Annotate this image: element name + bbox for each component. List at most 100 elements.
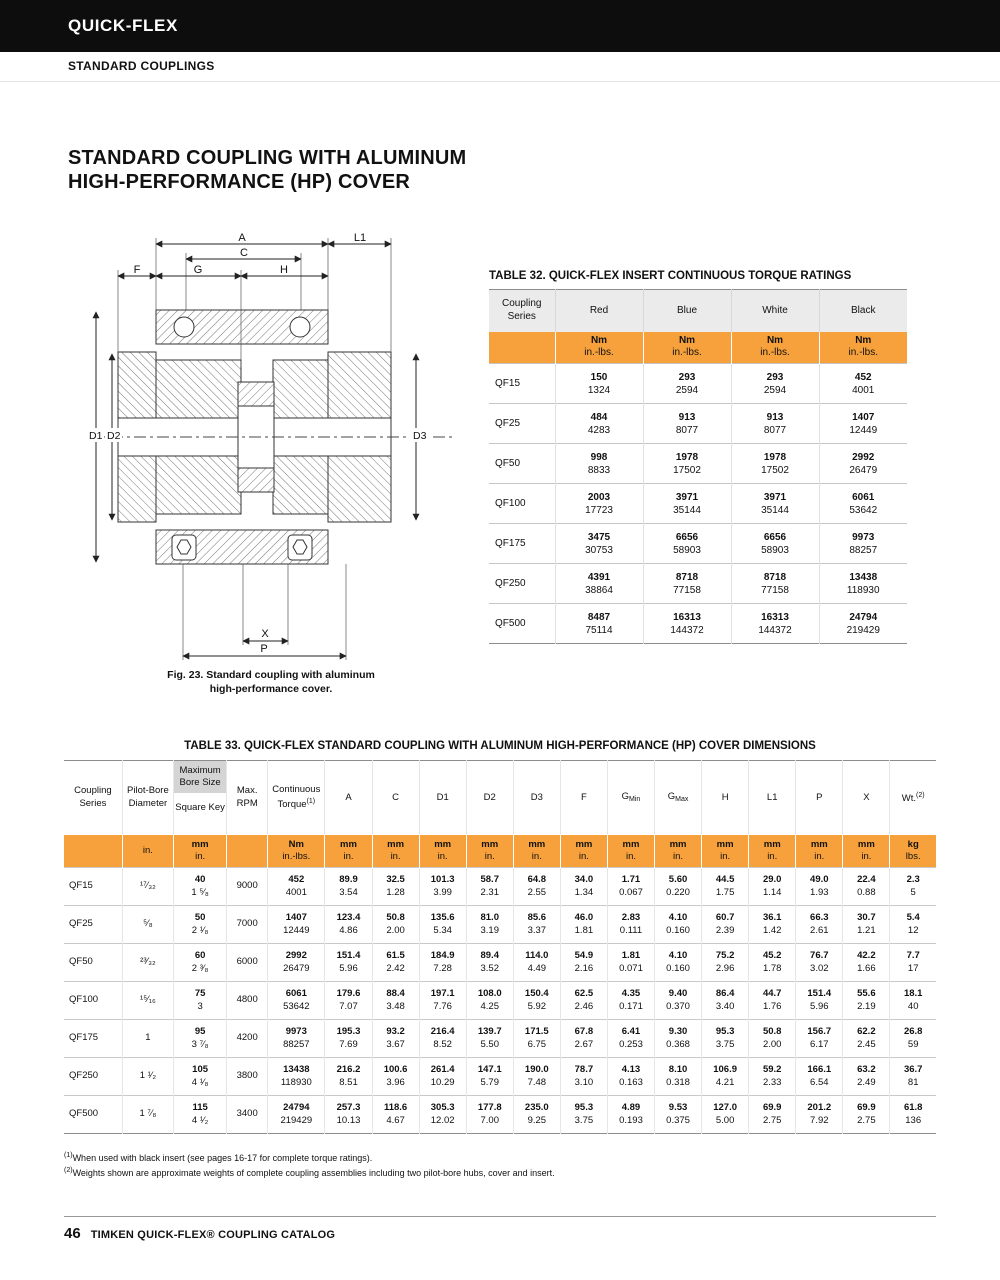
dim-label-x: X [261, 628, 269, 640]
torque-row: QF50 998 8833 1978 17502 1978 17502 2992 26479 [489, 443, 907, 484]
value-primary: 166.1 [807, 1064, 832, 1076]
value-secondary: 38864 [585, 584, 613, 596]
dim-col-label: L1 [766, 791, 778, 803]
value-primary: 55.6 [857, 988, 876, 1000]
hex-bolt [292, 539, 308, 555]
value-primary: 4.10 [668, 912, 688, 924]
dim-col-label: G [621, 791, 630, 803]
value-secondary: 2.55 [527, 886, 547, 898]
value-primary: 1978 [763, 451, 787, 463]
value-primary: 62.2 [857, 1026, 876, 1038]
value-secondary: 1.81 [574, 924, 594, 936]
value-secondary: 2.16 [574, 962, 594, 974]
value-secondary: 10.13 [336, 1114, 361, 1126]
value-secondary: 8.51 [339, 1076, 358, 1088]
value-primary: 93.2 [386, 1026, 405, 1038]
dimension-row: QF50 ²³⁄₃₂ 60 2 ³⁄₈ 6000 2992 26479 151.4 5.96 61… [64, 943, 936, 982]
dimension-value-cell: 36.1 1.42 [748, 905, 796, 944]
value-primary: 95.3 [715, 1026, 735, 1038]
value-secondary: 2.75 [762, 1114, 782, 1126]
value-primary: 123.4 [336, 912, 361, 924]
unit-mm: mm [575, 838, 593, 850]
dimension-value-cell: 4.13 0.163 [606, 1057, 655, 1096]
dim-label-g: G [194, 264, 203, 276]
torque-value-cell: 16313 144372 [642, 603, 731, 644]
torque-value-cell: 3475 30753 [554, 523, 643, 564]
value-secondary: 3.40 [715, 1000, 735, 1012]
series-cell: QF250 [489, 563, 555, 604]
value-secondary: 0.160 [666, 962, 690, 974]
value-primary: 1407 [852, 411, 875, 423]
value-secondary: 3.52 [480, 962, 499, 974]
unit-cell: mm in. [606, 834, 655, 868]
value-secondary: 2.49 [857, 1076, 876, 1088]
dim-col-label: G [667, 791, 676, 803]
value-secondary: 4001 [285, 886, 307, 898]
weight-cell: 7.7 17 [889, 943, 936, 982]
dimension-value-cell: 95.3 3.75 [559, 1095, 608, 1134]
torque-row: QF25 484 4283 913 8077 913 8077 1407 12449 [489, 403, 907, 444]
value-primary: 2992 [852, 451, 875, 463]
page-number: 46 [64, 1225, 81, 1242]
catalog-title: TIMKEN QUICK-FLEX® COUPLING CATALOG [90, 1229, 336, 1241]
series-cell: QF25 [489, 403, 555, 444]
value-primary: 46.0 [574, 912, 594, 924]
series-cell: QF175 [64, 1019, 123, 1058]
value-secondary: 1.28 [386, 886, 405, 898]
unit-cell: mm in. [465, 834, 514, 868]
value-primary: 1.71 [621, 874, 641, 886]
value-primary: 67.8 [574, 1026, 594, 1038]
value-secondary: 4.25 [480, 1000, 499, 1012]
torque-value-cell: 6656 58903 [642, 523, 731, 564]
value-secondary: 2594 [763, 384, 787, 396]
value-primary: 88.4 [386, 988, 405, 1000]
dim-col-header: D3 [512, 760, 561, 835]
torque-value-cell: 913 8077 [642, 403, 731, 444]
value-secondary: 5.79 [480, 1076, 499, 1088]
value-secondary: 2.75 [857, 1114, 876, 1126]
value-primary: 171.5 [524, 1026, 549, 1038]
dimension-value-cell: 9.53 0.375 [654, 1095, 702, 1134]
value-secondary: 0.111 [619, 924, 643, 936]
value-primary: 59.2 [762, 1064, 782, 1076]
value-primary: 4.13 [621, 1064, 641, 1076]
value-secondary: 6.75 [527, 1038, 547, 1050]
value-secondary: 9.25 [527, 1114, 547, 1126]
value-secondary: 3.48 [386, 1000, 405, 1012]
dimension-value-cell: 235.0 9.25 [512, 1095, 561, 1134]
dimension-value-cell: 305.3 12.02 [418, 1095, 467, 1134]
value-secondary: 0.067 [619, 886, 643, 898]
value-primary: 147.1 [477, 1064, 502, 1076]
dim-col-header: F [559, 760, 608, 835]
value-primary: 4.89 [621, 1102, 641, 1114]
insert-color-header: White [730, 289, 819, 332]
value-primary: 36.1 [762, 912, 782, 924]
torque-footnote-marker: (1) [306, 797, 316, 805]
unit-cell: mm in. [748, 834, 796, 868]
dimension-value-cell: 150.4 5.92 [512, 981, 561, 1020]
pilot-bore-cell: 1 [121, 1019, 174, 1058]
dimension-value-cell: 4.10 0.160 [654, 905, 702, 944]
dimension-value-cell: 216.2 8.51 [324, 1057, 373, 1096]
value-secondary: 1.76 [762, 1000, 782, 1012]
dimension-value-cell: 75.2 2.96 [701, 943, 749, 982]
value-primary: 1407 [285, 912, 307, 924]
pilot-bore-header: Pilot-Bore Diameter [121, 760, 174, 835]
value-secondary: 77158 [673, 584, 701, 596]
series-cell: QF500 [64, 1095, 123, 1134]
weight-cell: 5.4 12 [889, 905, 936, 944]
dimension-row: QF250 1 ¹⁄₂ 105 4 ¹⁄₈ 3800 13438 118930 216.2 8.… [64, 1057, 936, 1096]
dimension-value-cell: 118.6 4.67 [371, 1095, 420, 1134]
torque-value-cell: 452 4001 [818, 363, 907, 404]
value-secondary: 17 [907, 962, 919, 974]
value-primary: 81.0 [480, 912, 499, 924]
value-primary: 9.53 [668, 1102, 688, 1114]
series-cell: QF15 [64, 867, 123, 906]
value-primary: 63.2 [857, 1064, 876, 1076]
torque-value-cell: 13438 118930 [818, 563, 907, 604]
value-secondary: 1.21 [857, 924, 876, 936]
figure-caption-line1: Fig. 23. Standard coupling with aluminum [167, 669, 375, 681]
dim-label-l1: L1 [354, 232, 366, 244]
dimension-value-cell: 4.89 0.193 [606, 1095, 655, 1134]
